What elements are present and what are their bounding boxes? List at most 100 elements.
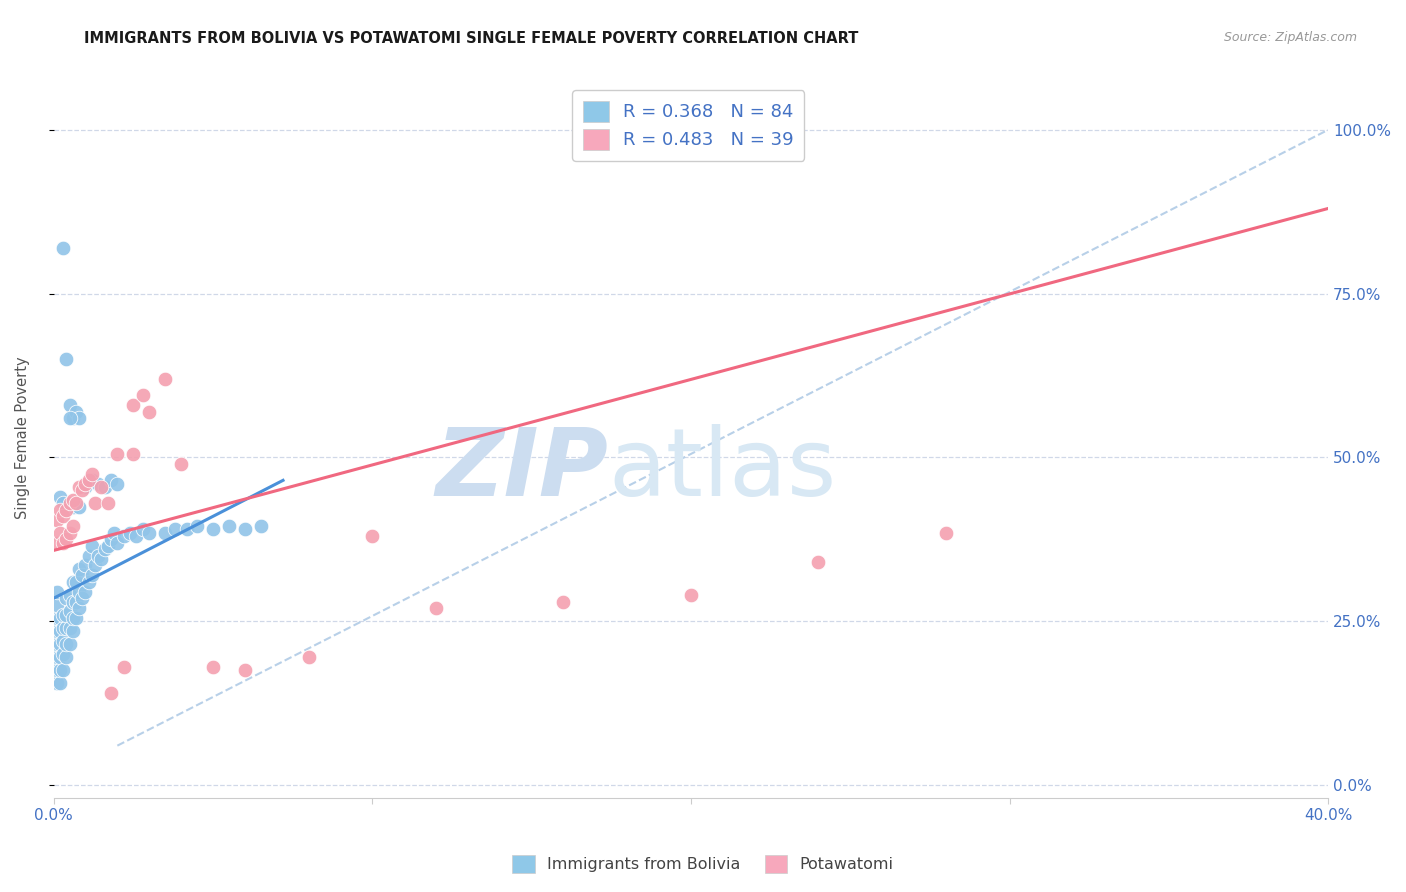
Point <box>249 519 271 533</box>
Point <box>55 533 77 547</box>
Point <box>120 525 142 540</box>
Point <box>58 398 80 412</box>
Point <box>67 562 90 576</box>
Point <box>218 519 240 533</box>
Point <box>105 447 128 461</box>
Point <box>65 611 87 625</box>
Point <box>201 523 224 537</box>
Point <box>52 496 75 510</box>
Point <box>45 663 67 677</box>
Point <box>72 591 94 606</box>
Point <box>62 411 84 425</box>
Point <box>170 457 193 471</box>
Point <box>176 523 198 537</box>
Point <box>233 663 256 677</box>
Point <box>55 591 77 606</box>
Point <box>62 519 84 533</box>
Point <box>49 650 72 665</box>
Point <box>58 588 80 602</box>
Point <box>52 621 75 635</box>
Point <box>49 624 72 638</box>
Point <box>62 500 84 514</box>
Point <box>138 404 160 418</box>
Point <box>55 352 77 367</box>
Point <box>679 588 702 602</box>
Point <box>45 676 67 690</box>
Point <box>186 519 208 533</box>
Text: atlas: atlas <box>607 425 837 516</box>
Point <box>52 647 75 661</box>
Point <box>49 490 72 504</box>
Point <box>103 525 125 540</box>
Point <box>80 568 103 582</box>
Point <box>45 611 67 625</box>
Point <box>75 558 97 573</box>
Point <box>72 483 94 498</box>
Point <box>49 676 72 690</box>
Point <box>58 496 80 510</box>
Point <box>233 523 256 537</box>
Point <box>65 594 87 608</box>
Point <box>65 574 87 589</box>
Legend: R = 0.368   N = 84, R = 0.483   N = 39: R = 0.368 N = 84, R = 0.483 N = 39 <box>572 90 804 161</box>
Point <box>935 525 957 540</box>
Point <box>58 637 80 651</box>
Point <box>125 529 148 543</box>
Point <box>84 558 107 573</box>
Point <box>49 503 72 517</box>
Text: Source: ZipAtlas.com: Source: ZipAtlas.com <box>1223 31 1357 45</box>
Point <box>67 601 90 615</box>
Point <box>55 637 77 651</box>
Point <box>132 523 155 537</box>
Point <box>52 663 75 677</box>
Point <box>52 607 75 622</box>
Point <box>100 533 122 547</box>
Point <box>807 555 830 569</box>
Point <box>45 598 67 612</box>
Point <box>105 476 128 491</box>
Point <box>297 650 319 665</box>
Point <box>52 509 75 524</box>
Point <box>62 624 84 638</box>
Point <box>201 660 224 674</box>
Point <box>138 525 160 540</box>
Point <box>62 594 84 608</box>
Point <box>122 398 145 412</box>
Point <box>67 480 90 494</box>
Point <box>49 525 72 540</box>
Point <box>105 535 128 549</box>
Point <box>67 584 90 599</box>
Point <box>45 624 67 638</box>
Point <box>100 473 122 487</box>
Point <box>77 473 100 487</box>
Point <box>90 552 112 566</box>
Point <box>67 500 90 514</box>
Point <box>93 542 115 557</box>
Point <box>132 388 155 402</box>
Point <box>112 660 135 674</box>
Point <box>75 584 97 599</box>
Point <box>45 637 67 651</box>
Point <box>87 549 110 563</box>
Point <box>80 473 103 487</box>
Point <box>93 480 115 494</box>
Point <box>58 621 80 635</box>
Point <box>100 686 122 700</box>
Point <box>90 480 112 494</box>
Text: IMMIGRANTS FROM BOLIVIA VS POTAWATOMI SINGLE FEMALE POVERTY CORRELATION CHART: IMMIGRANTS FROM BOLIVIA VS POTAWATOMI SI… <box>84 31 859 46</box>
Point <box>55 650 77 665</box>
Point <box>49 637 72 651</box>
Point <box>553 594 575 608</box>
Point <box>62 574 84 589</box>
Point <box>75 476 97 491</box>
Point <box>75 480 97 494</box>
Point <box>72 568 94 582</box>
Point <box>80 539 103 553</box>
Point <box>62 611 84 625</box>
Point <box>77 549 100 563</box>
Point <box>65 496 87 510</box>
Point <box>122 447 145 461</box>
Point <box>52 241 75 255</box>
Point <box>58 411 80 425</box>
Point <box>58 604 80 618</box>
